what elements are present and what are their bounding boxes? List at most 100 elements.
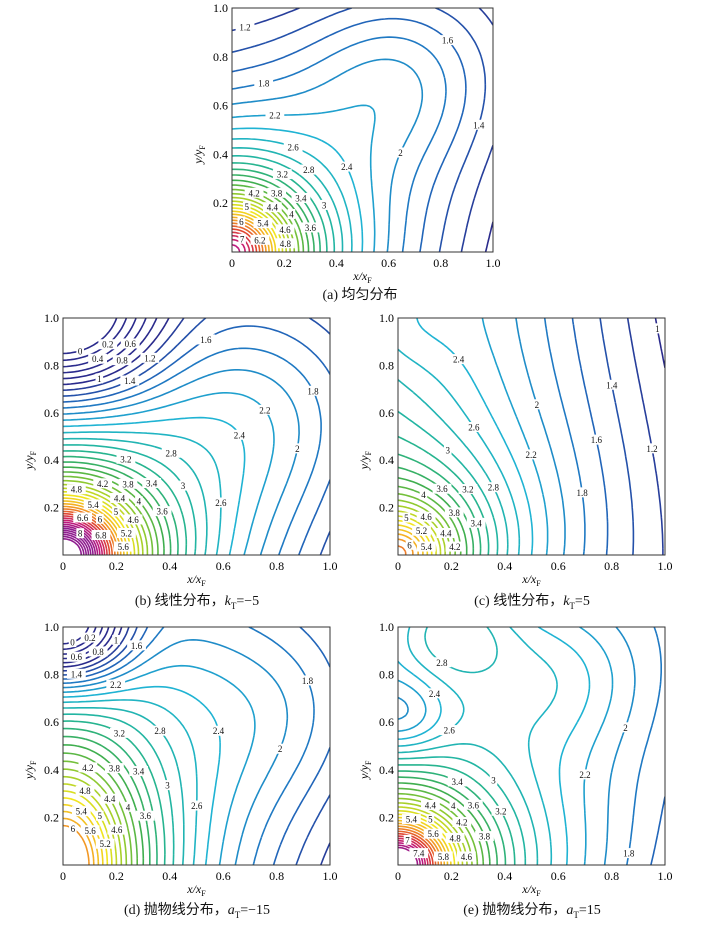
contour-label: 2.6 <box>468 422 480 432</box>
contour-line <box>398 545 407 555</box>
x-tick-label: 0.6 <box>381 256 396 270</box>
x-tick-label: 1.0 <box>486 256 501 270</box>
contour-label: 0 <box>78 346 83 356</box>
x-tick-label: 0.2 <box>277 256 292 270</box>
contour-label: 2.6 <box>191 801 203 811</box>
contour-line <box>63 461 172 555</box>
contour-label: 6 <box>71 824 76 834</box>
x-tick-label: 0.4 <box>497 869 512 883</box>
x-tick-label: 0.6 <box>551 559 566 573</box>
contour-line <box>232 104 376 252</box>
contour-label: 3.4 <box>295 193 307 203</box>
contour-line <box>63 538 83 555</box>
contour-line <box>543 318 586 555</box>
caption-d: (d) 抛物线分布，aT=−15 <box>123 903 271 920</box>
contour-label: 2.6 <box>444 726 456 736</box>
y-tick-label: 0.8 <box>213 50 228 64</box>
contour-label: 2.8 <box>165 448 177 458</box>
contour-line <box>63 535 85 555</box>
contour-label: 4.4 <box>425 800 437 810</box>
contour-label: 4.2 <box>456 818 467 828</box>
contour-line <box>232 58 424 252</box>
contour-label: 3 <box>181 481 186 491</box>
contour-label: 3.2 <box>114 728 125 738</box>
contour-label: 1.4 <box>124 376 136 386</box>
y-tick-label: 1.0 <box>379 620 394 634</box>
contour-line <box>398 627 591 865</box>
y-tick-label: 0.2 <box>379 810 394 824</box>
y-tick-label: 0.4 <box>379 763 394 777</box>
caption-b: (b) 线性分布，kT=−5 <box>134 594 260 611</box>
y-axis-label: y/yF <box>357 760 373 780</box>
contour-label: 0.6 <box>125 339 137 349</box>
contour-label: 5.2 <box>416 526 427 536</box>
x-tick-label: 0.2 <box>444 559 459 573</box>
contour-label: 5.4 <box>76 807 88 817</box>
contour-line <box>63 531 90 555</box>
contour-label: 3.2 <box>462 485 473 495</box>
y-axis-label: y/yF <box>191 145 207 165</box>
contour-label: 5.6 <box>427 829 439 839</box>
contour-line <box>232 36 447 252</box>
y-tick-label: 0.2 <box>44 810 59 824</box>
contour-label: 3 <box>165 781 170 791</box>
contour-line <box>63 752 138 865</box>
contour-label: 1.4 <box>606 380 618 390</box>
contour-label: 2.4 <box>234 430 246 440</box>
contour-label: 0.4 <box>92 354 104 364</box>
caption-c: (c) 线性分布，kT=5 <box>474 594 590 611</box>
contour-line <box>63 369 300 555</box>
contour-label: 2.2 <box>526 450 537 460</box>
contour-label: 1 <box>97 374 102 384</box>
x-tick-label: 0.8 <box>604 559 619 573</box>
contour-label: 2.8 <box>154 726 166 736</box>
contour-label: 3.2 <box>495 806 506 816</box>
y-tick-label: 0.4 <box>379 453 394 467</box>
x-tick-label: 1.0 <box>658 559 673 573</box>
caption-e: (e) 抛物线分布，aT=15 <box>463 903 601 920</box>
y-tick-label: 1.0 <box>44 311 59 325</box>
y-tick-label: 0.8 <box>44 358 59 372</box>
x-tick-label: 0.2 <box>109 559 124 573</box>
contour-label: 5 <box>114 507 119 517</box>
contour-line <box>398 627 558 865</box>
contour-label: 5.4 <box>257 219 269 229</box>
contour-label: 4 <box>289 209 294 219</box>
contour-line <box>599 318 635 555</box>
contour-label: 2.2 <box>579 770 590 780</box>
contour-line <box>626 627 662 865</box>
contour-label: 1 <box>655 324 660 334</box>
contour-label: 0.8 <box>93 647 105 657</box>
contour-label: 7 <box>240 234 245 244</box>
contour-label: 1.6 <box>200 335 212 345</box>
contour-label: 6 <box>239 217 244 227</box>
y-tick-label: 0.2 <box>213 196 228 210</box>
contour-label: 5.8 <box>438 852 450 862</box>
x-tick-label: 0 <box>395 869 401 883</box>
contour-label: 3.8 <box>271 188 283 198</box>
x-tick-label: 0 <box>395 559 401 573</box>
x-tick-label: 0.4 <box>162 869 177 883</box>
y-tick-label: 0.4 <box>44 763 59 777</box>
contour-line <box>63 347 322 555</box>
y-tick-label: 0.6 <box>379 406 394 420</box>
contour-label: 5.4 <box>87 500 99 510</box>
x-tick-label: 0.6 <box>216 869 231 883</box>
x-tick-label: 0.6 <box>216 559 231 573</box>
contour-label: 2.6 <box>215 498 227 508</box>
y-axis-label: y/yF <box>22 450 38 470</box>
contour-label: 2.2 <box>269 111 280 121</box>
contour-label: 2.8 <box>436 658 448 668</box>
contour-line <box>484 221 493 252</box>
y-tick-label: 0.8 <box>379 668 394 682</box>
y-tick-label: 0.6 <box>213 99 228 113</box>
contour-label: 4 <box>421 490 426 500</box>
contour-label: 2 <box>398 148 403 158</box>
contour-label: 2.4 <box>453 355 465 365</box>
plot-frame <box>397 317 666 556</box>
plot-frame <box>62 317 331 556</box>
contour-label: 2.6 <box>288 142 300 152</box>
contour-label: 3 <box>491 775 496 785</box>
